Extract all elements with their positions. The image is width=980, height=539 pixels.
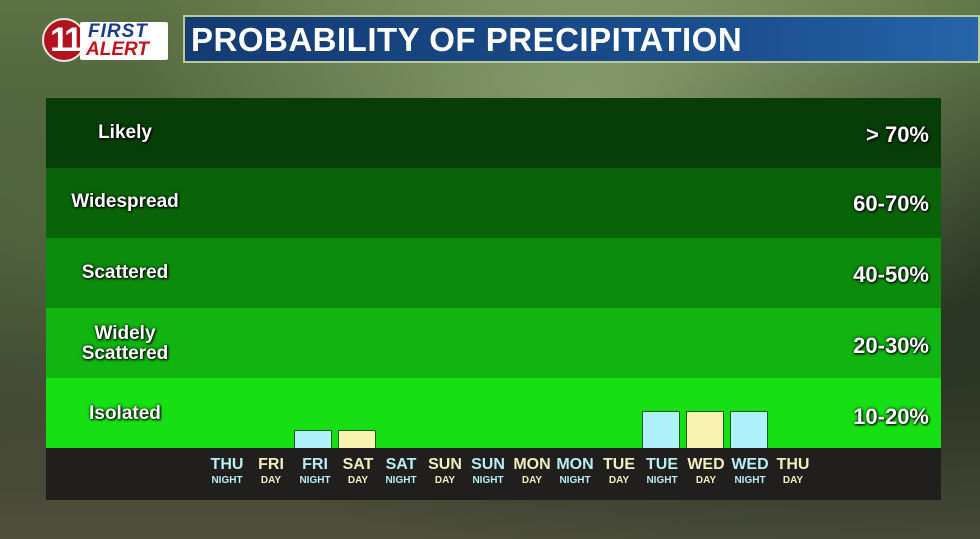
band-label: Isolated [89, 403, 161, 424]
tick-tue-day: TUE DAY [603, 456, 635, 486]
band-range: 10-20% [853, 404, 929, 429]
tick-sun-day: SUN DAY [428, 456, 462, 486]
band-label: Likely [98, 122, 152, 143]
x-axis: THU NIGHT FRI DAY FRI NIGHT SAT DAY SAT NIGHT… [46, 448, 941, 500]
logo-first: FIRST [88, 21, 148, 42]
tick-mon-night: MON NIGHT [556, 456, 594, 486]
tick-sat-night: SAT NIGHT [385, 456, 417, 486]
tick-thu-night: THU NIGHT [210, 456, 244, 486]
tick-fri-night: FRI NIGHT [299, 456, 331, 486]
first-alert-logo: 11 FIRST ALERT [42, 18, 170, 64]
tick-thu-day: THU DAY [776, 456, 810, 486]
band-label: Scattered [81, 262, 169, 283]
band-label: Widely Scattered [81, 323, 169, 364]
page-title: PROBABILITY OF PRECIPITATION [191, 21, 743, 58]
bar-tue-night [642, 411, 680, 448]
band-widely-scattered: Widely Scattered 20-30% [46, 308, 941, 378]
band-range: 40-50% [853, 262, 929, 287]
logo-alert: ALERT [86, 39, 149, 60]
logo-circle [42, 18, 86, 62]
tick-fri-day: FRI DAY [258, 456, 284, 486]
tick-wed-night: WED NIGHT [731, 456, 769, 486]
band-range: 60-70% [853, 191, 929, 216]
logo-number: 11 [50, 21, 83, 59]
band-isolated: Isolated 10-20% [46, 378, 941, 448]
bar-sat-day [338, 430, 376, 448]
band-scattered: Scattered 40-50% [46, 238, 941, 308]
bar-wed-day [686, 411, 724, 448]
chart-panel: Likely > 70% Widespread 60-70% Scattered… [46, 98, 941, 500]
tick-tue-night: TUE NIGHT [646, 456, 678, 486]
logo-box [80, 22, 168, 60]
band-label: Widespread [71, 191, 179, 212]
tick-wed-day: WED DAY [687, 456, 725, 486]
tick-mon-day: MON DAY [513, 456, 551, 486]
band-range: 20-30% [853, 333, 929, 358]
band-range: > 70% [866, 122, 929, 147]
title-bar: PROBABILITY OF PRECIPITATION [183, 15, 980, 63]
band-widespread: Widespread 60-70% [46, 168, 941, 238]
bar-wed-night [730, 411, 768, 448]
tick-sun-night: SUN NIGHT [471, 456, 505, 486]
band-likely: Likely > 70% [46, 98, 941, 168]
bar-fri-night [294, 430, 332, 448]
tick-sat-day: SAT DAY [342, 456, 374, 486]
